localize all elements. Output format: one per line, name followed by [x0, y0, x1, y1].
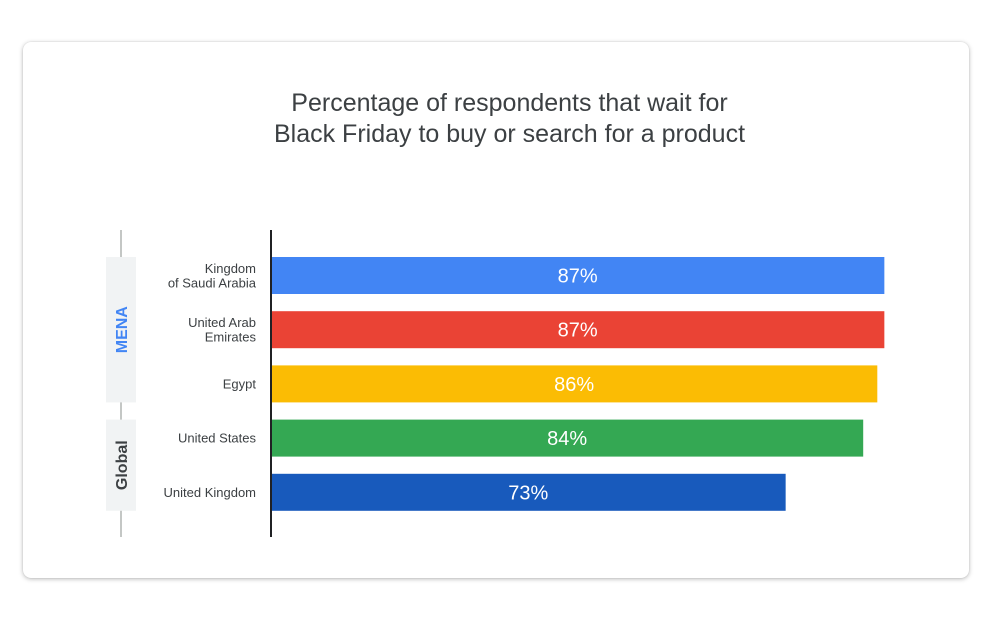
bar-2 [271, 365, 878, 403]
category-label-3-0: United States [178, 431, 257, 446]
group-label-1: Global [114, 440, 131, 490]
groups-layer: MENA Global [106, 230, 136, 537]
chart-title-line-2: Black Friday to buy or search for a prod… [273, 120, 746, 148]
category-label-0-0: Kingdom [205, 261, 256, 276]
bar-3 [271, 419, 864, 457]
category-label-4-0: United Kingdom [164, 485, 257, 500]
category-label-2-0: Egypt [223, 376, 257, 391]
group-box-0 [106, 257, 136, 403]
value-label-0: 87% [558, 266, 598, 288]
category-label-1-1: Emirates [205, 329, 257, 344]
group-box-1 [106, 419, 136, 511]
bar-1 [271, 311, 885, 349]
bars-layer [271, 257, 885, 511]
category-label-1-0: United Arab [188, 315, 256, 330]
value-label-4: 73% [508, 482, 548, 504]
bar-0 [271, 257, 885, 294]
value-label-1: 87% [558, 320, 598, 342]
chart-title-line-1: Percentage of respondents that wait for [291, 89, 728, 117]
value-label-3: 84% [547, 428, 587, 450]
category-label-0-1: of Saudi Arabia [168, 275, 257, 290]
bar-4 [271, 473, 786, 511]
value-label-2: 86% [554, 374, 594, 396]
group-label-0: MENA [114, 306, 131, 354]
chart-title: Percentage of respondents that wait for … [0, 88, 1000, 150]
